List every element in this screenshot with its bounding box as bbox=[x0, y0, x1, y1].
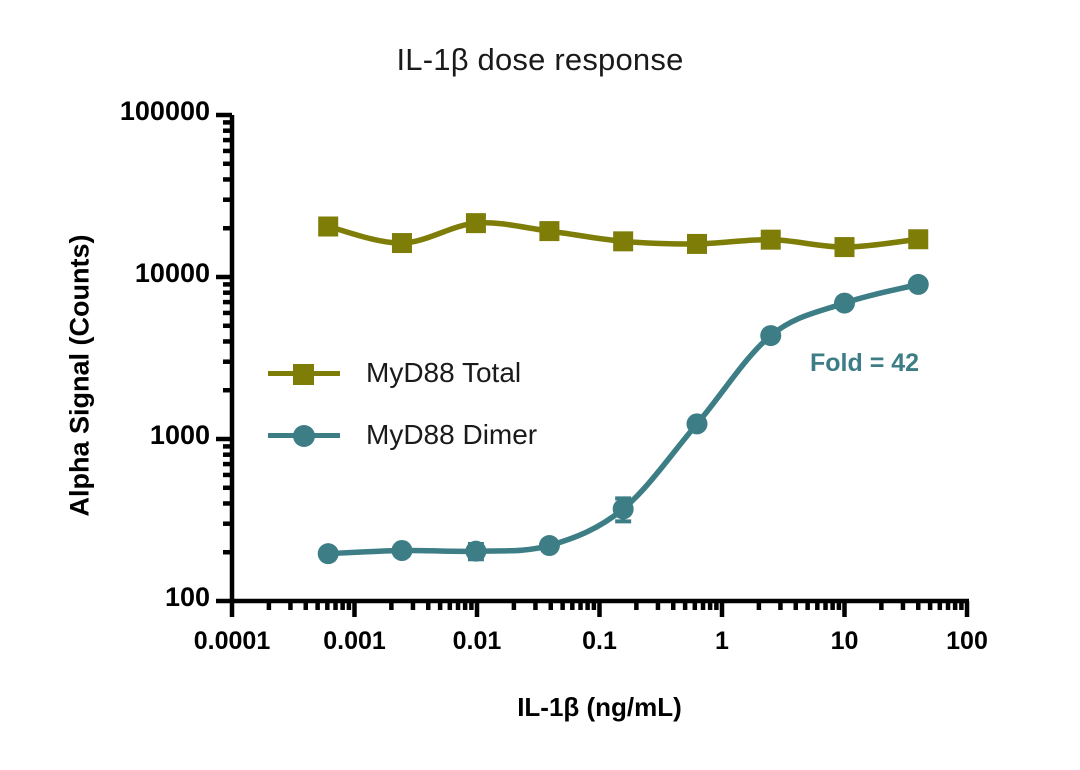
x-axis-label: IL-1β (ng/mL) bbox=[517, 692, 682, 722]
series-dimer bbox=[317, 273, 929, 565]
x-tick-label: 100 bbox=[946, 627, 988, 655]
legend-item-total[interactable]: MyD88 Total bbox=[268, 342, 537, 404]
data-series bbox=[317, 213, 929, 565]
chart-legend: MyD88 Total MyD88 Dimer bbox=[268, 342, 537, 466]
x-tick-label: 0.001 bbox=[323, 627, 386, 655]
x-tick-label: 0.1 bbox=[582, 627, 617, 655]
legend-item-dimer[interactable]: MyD88 Dimer bbox=[268, 404, 537, 466]
fold-annotation: Fold = 42 bbox=[810, 349, 920, 377]
x-tick-label: 10 bbox=[830, 627, 859, 655]
x-tick-label: 0.01 bbox=[452, 627, 502, 655]
y-tick-label: 10000 bbox=[134, 258, 210, 288]
y-tick-label: 1000 bbox=[149, 420, 210, 450]
legend-key-circle-icon bbox=[268, 422, 340, 448]
legend-key-square-icon bbox=[268, 360, 340, 386]
y-tick-label: 100000 bbox=[119, 96, 210, 126]
legend-label-total: MyD88 Total bbox=[366, 357, 522, 388]
page-title: IL-1β dose response bbox=[396, 42, 684, 77]
x-tick-label: 0.0001 bbox=[193, 627, 271, 655]
legend-label-dimer: MyD88 Dimer bbox=[366, 419, 538, 450]
series-total bbox=[318, 213, 929, 258]
x-tick-label: 1 bbox=[715, 627, 729, 655]
axes bbox=[216, 112, 970, 617]
y-tick-label: 100 bbox=[164, 582, 210, 612]
